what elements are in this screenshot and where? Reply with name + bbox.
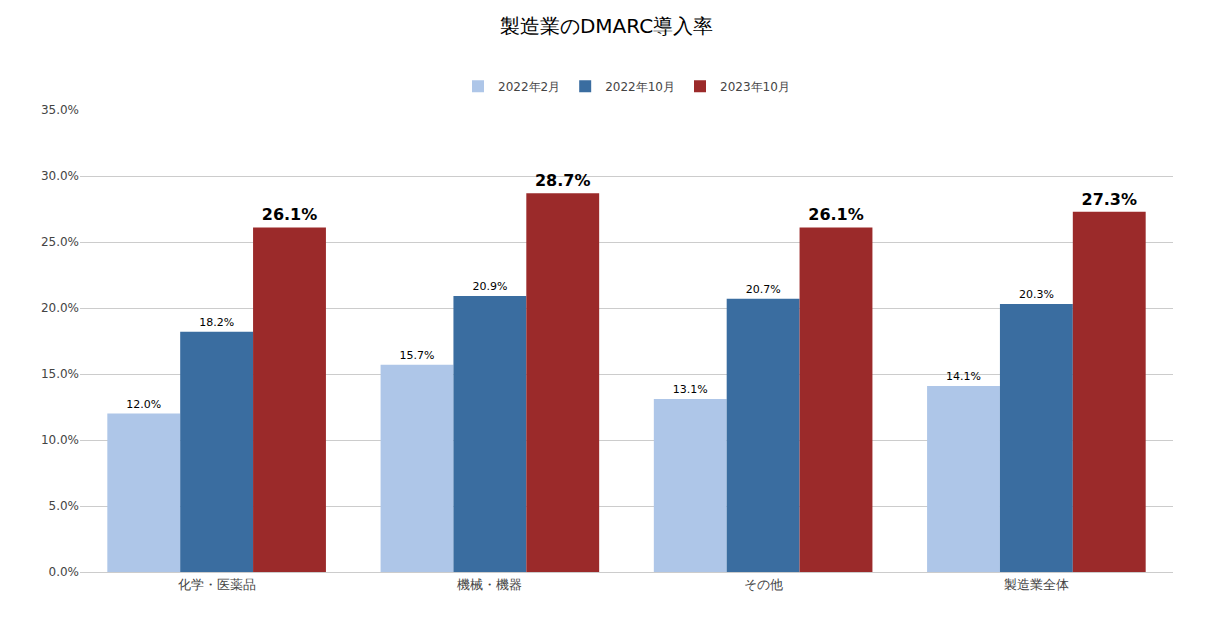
svg-text:20.7%: 20.7% (746, 283, 781, 296)
svg-text:化学・医薬品: 化学・医薬品 (178, 577, 256, 592)
svg-text:26.1%: 26.1% (808, 205, 864, 224)
svg-text:機械・機器: 機械・機器 (457, 577, 522, 592)
svg-text:0.0%: 0.0% (49, 565, 80, 579)
svg-text:15.7%: 15.7% (400, 349, 435, 362)
svg-text:10.0%: 10.0% (41, 433, 79, 447)
svg-text:5.0%: 5.0% (49, 499, 80, 513)
svg-text:2022年2月: 2022年2月 (498, 80, 560, 94)
svg-text:27.3%: 27.3% (1081, 190, 1137, 209)
svg-text:その他: その他 (744, 577, 783, 592)
svg-text:26.1%: 26.1% (262, 205, 318, 224)
svg-text:2022年10月: 2022年10月 (605, 80, 675, 94)
svg-text:14.1%: 14.1% (946, 370, 981, 383)
svg-text:20.3%: 20.3% (1019, 288, 1054, 301)
svg-text:35.0%: 35.0% (41, 103, 79, 117)
svg-text:20.9%: 20.9% (472, 280, 507, 293)
svg-text:30.0%: 30.0% (41, 169, 79, 183)
svg-text:製造業全体: 製造業全体 (1004, 577, 1069, 592)
svg-text:12.0%: 12.0% (126, 398, 161, 411)
svg-text:28.7%: 28.7% (535, 171, 591, 190)
svg-text:18.2%: 18.2% (199, 316, 234, 329)
svg-text:15.0%: 15.0% (41, 367, 79, 381)
svg-text:製造業のDMARC導入率: 製造業のDMARC導入率 (500, 14, 713, 38)
svg-text:20.0%: 20.0% (41, 301, 79, 315)
svg-text:25.0%: 25.0% (41, 235, 79, 249)
svg-text:13.1%: 13.1% (673, 383, 708, 396)
svg-text:2023年10月: 2023年10月 (720, 80, 790, 94)
